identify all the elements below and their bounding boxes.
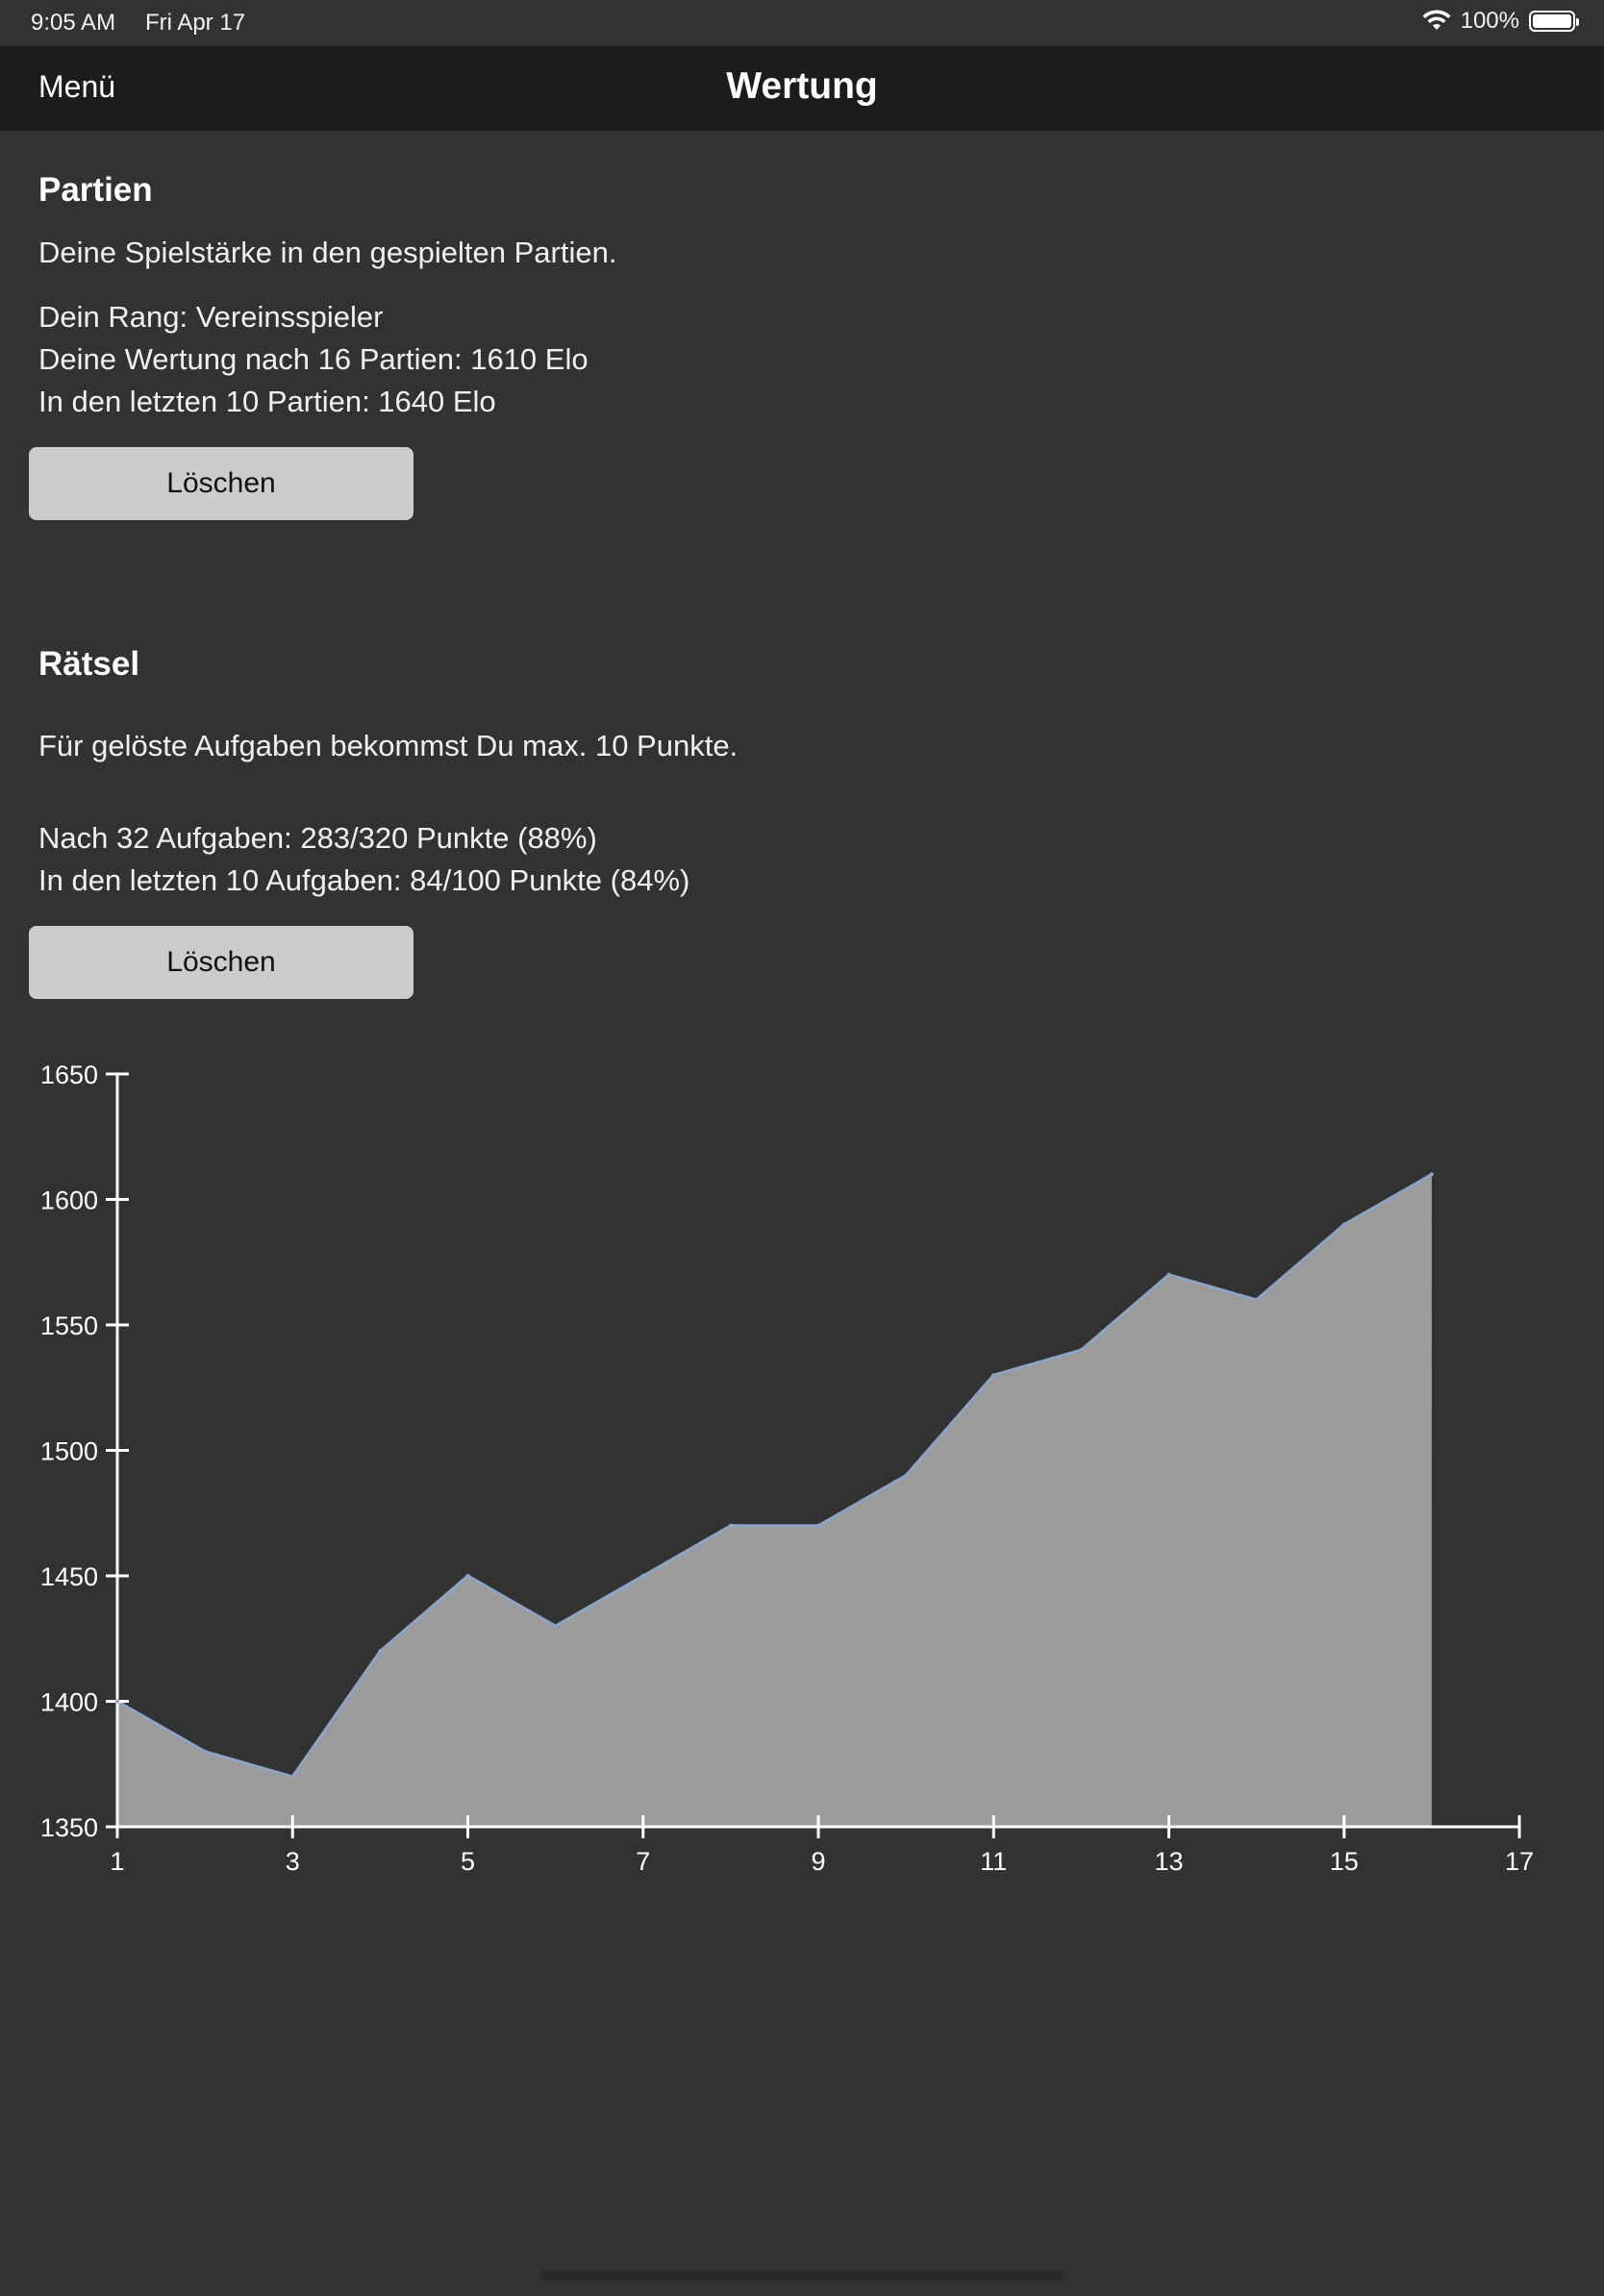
y-tick-label-1550: 1550 bbox=[40, 1311, 98, 1340]
menu-button[interactable]: Menü bbox=[38, 69, 116, 104]
puzzles-section-title: Rätsel bbox=[38, 645, 140, 683]
y-tick-label-1450: 1450 bbox=[40, 1562, 98, 1591]
navigation-bar: Menü Wertung bbox=[0, 46, 1604, 131]
games-description: Deine Spielstärke in den gespielten Part… bbox=[38, 236, 617, 269]
games-rank: Dein Rang: Vereinsspieler bbox=[38, 300, 384, 334]
delete-games-button[interactable]: Löschen bbox=[29, 447, 414, 520]
data-point-11 bbox=[991, 1373, 996, 1378]
y-tick-label-1400: 1400 bbox=[40, 1688, 98, 1717]
data-point-3 bbox=[290, 1774, 295, 1779]
data-point-4 bbox=[378, 1649, 383, 1654]
home-indicator bbox=[540, 2271, 1064, 2281]
games-rating: Deine Wertung nach 16 Partien: 1610 Elo bbox=[38, 342, 589, 376]
delete-puzzles-button[interactable]: Löschen bbox=[29, 926, 414, 999]
data-point-9 bbox=[816, 1523, 820, 1528]
data-point-8 bbox=[728, 1523, 733, 1528]
status-time: 9:05 AM bbox=[31, 10, 116, 36]
status-date: Fri Apr 17 bbox=[145, 10, 246, 36]
y-tick-label-1650: 1650 bbox=[40, 1061, 98, 1089]
data-point-7 bbox=[640, 1574, 645, 1578]
x-tick-label-15: 15 bbox=[1330, 1847, 1359, 1876]
data-point-10 bbox=[904, 1473, 909, 1478]
x-tick-label-1: 1 bbox=[110, 1847, 124, 1876]
data-point-1 bbox=[115, 1699, 119, 1704]
battery-icon bbox=[1529, 11, 1579, 32]
data-point-16 bbox=[1429, 1172, 1434, 1177]
games-recent-rating: In den letzten 10 Partien: 1640 Elo bbox=[38, 385, 496, 418]
y-tick-label-1350: 1350 bbox=[40, 1813, 98, 1842]
data-point-15 bbox=[1341, 1222, 1346, 1227]
puzzles-recent: In den letzten 10 Aufgaben: 84/100 Punkt… bbox=[38, 863, 690, 897]
puzzles-total: Nach 32 Aufgaben: 283/320 Punkte (88%) bbox=[38, 821, 597, 855]
data-point-13 bbox=[1166, 1272, 1171, 1277]
status-bar: 9:05 AM Fri Apr 17 100% bbox=[0, 0, 1604, 46]
x-tick-label-5: 5 bbox=[461, 1847, 475, 1876]
page-title: Wertung bbox=[726, 65, 878, 107]
games-section-title: Partien bbox=[38, 171, 153, 209]
x-tick-label-11: 11 bbox=[980, 1847, 1007, 1876]
x-tick-label-9: 9 bbox=[811, 1847, 825, 1876]
data-point-5 bbox=[465, 1574, 470, 1578]
data-point-14 bbox=[1254, 1297, 1259, 1302]
y-tick-label-1500: 1500 bbox=[40, 1437, 98, 1466]
x-tick-label-17: 17 bbox=[1505, 1847, 1534, 1876]
rating-area-fill bbox=[117, 1174, 1432, 1827]
x-tick-label-3: 3 bbox=[286, 1847, 300, 1876]
data-point-6 bbox=[553, 1624, 558, 1629]
data-point-12 bbox=[1079, 1348, 1084, 1353]
rating-line bbox=[116, 1173, 1433, 1779]
y-tick-label-1600: 1600 bbox=[40, 1186, 98, 1215]
battery-percent: 100% bbox=[1460, 8, 1519, 34]
status-right: 100% bbox=[1422, 8, 1579, 35]
puzzles-description: Für gelöste Aufgaben bekommst Du max. 10… bbox=[38, 729, 739, 762]
wifi-icon bbox=[1422, 10, 1451, 30]
data-point-2 bbox=[203, 1749, 208, 1754]
x-tick-label-7: 7 bbox=[636, 1847, 650, 1876]
x-tick-label-13: 13 bbox=[1154, 1847, 1183, 1876]
